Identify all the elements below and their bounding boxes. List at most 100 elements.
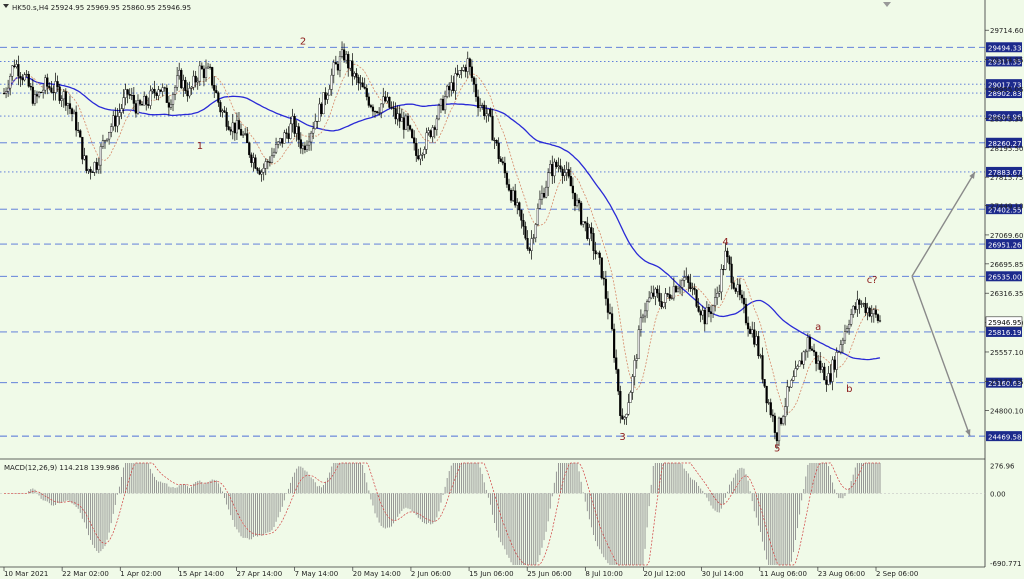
candle-body	[340, 49, 344, 57]
scroll-marker-icon[interactable]	[883, 2, 891, 7]
candle-body	[413, 137, 416, 144]
level-price-box	[986, 111, 1022, 122]
candle-body	[386, 96, 389, 102]
candle-body	[872, 309, 875, 314]
wave-label: 3	[619, 432, 625, 443]
candle-body	[621, 415, 624, 420]
candle-body	[641, 315, 645, 319]
candle-body	[136, 100, 140, 114]
candle-body	[128, 94, 131, 96]
candle-body	[351, 60, 354, 77]
dropdown-icon[interactable]	[3, 4, 9, 8]
time-tick-label: 1 Apr 02:00	[120, 570, 161, 578]
candle-body	[584, 221, 587, 224]
candle-body	[120, 108, 123, 113]
candle-body	[2, 93, 6, 95]
candle-body	[462, 67, 465, 71]
candle-body	[241, 134, 245, 136]
candle-body	[143, 96, 146, 106]
level-price-box	[986, 137, 1022, 148]
candle-body	[775, 432, 779, 442]
candle-body	[592, 233, 595, 251]
level-price-label: 25160.63	[988, 380, 1021, 388]
candle-body	[701, 310, 704, 316]
candle-body	[235, 120, 239, 134]
candle-body	[782, 416, 785, 424]
candle-body	[252, 157, 255, 163]
candle-body	[227, 126, 230, 130]
candle-body	[740, 294, 744, 299]
candle-body	[538, 198, 542, 209]
candle-body	[429, 130, 432, 138]
price-tick-label: 24800.10	[990, 408, 1023, 416]
candle-body	[736, 284, 739, 292]
time-tick-label: 22 Mar 02:00	[62, 570, 109, 578]
candle-body	[559, 165, 562, 170]
candle-body	[683, 277, 686, 281]
candle-body	[79, 130, 82, 138]
candle-body	[666, 293, 669, 295]
time-tick-label: 30 Jul 14:00	[702, 570, 744, 578]
candle-body	[223, 110, 226, 113]
candle-body	[571, 185, 574, 194]
candle-body	[145, 96, 148, 105]
candle-body	[573, 192, 577, 206]
candle-body	[466, 58, 469, 72]
candle-body	[615, 357, 618, 370]
candle-body	[291, 116, 294, 125]
candle-body	[262, 168, 265, 173]
candle-body	[365, 88, 368, 98]
candle-body	[91, 171, 94, 173]
candle-body	[481, 104, 484, 106]
candle-body	[439, 98, 443, 106]
candle-body	[845, 328, 849, 332]
candle-body	[790, 380, 793, 388]
time-tick-label: 23 Aug 06:00	[818, 570, 865, 578]
candle-body	[487, 108, 490, 115]
candles	[2, 41, 882, 450]
candle-body	[522, 220, 525, 227]
candle-body	[157, 89, 160, 96]
time-tick-label: 20 Jul 12:00	[643, 570, 685, 578]
candle-body	[479, 105, 482, 109]
candle-body	[518, 202, 521, 211]
level-price-label: 24469.58	[988, 433, 1021, 441]
candle-body	[866, 307, 869, 313]
candle-body	[411, 129, 414, 138]
level-price-box	[986, 56, 1022, 67]
candle-body	[454, 73, 457, 92]
candle-body	[268, 161, 271, 163]
candle-body	[21, 77, 24, 81]
candle-body	[732, 282, 735, 289]
candle-body	[530, 238, 533, 251]
candle-body	[643, 310, 647, 317]
arrow-up	[911, 171, 976, 277]
candle-body	[526, 238, 529, 249]
candle-body	[81, 136, 84, 160]
time-tick-label: 25 Jun 06:00	[527, 570, 571, 578]
candle-body	[668, 294, 671, 299]
candle-body	[130, 94, 133, 96]
candle-body	[287, 133, 290, 139]
candle-body	[297, 126, 300, 140]
candle-body	[101, 140, 105, 147]
candle-body	[159, 89, 162, 92]
time-axis: 10 Mar 2021 22 Mar 02:00 1 Apr 02:00 15 Apr…	[3, 567, 918, 578]
candle-body	[118, 112, 121, 117]
candle-body	[705, 307, 708, 325]
candle-body	[427, 130, 430, 134]
candle-body	[260, 171, 263, 175]
candle-body	[13, 65, 16, 68]
candle-body	[328, 89, 331, 96]
candle-body	[4, 91, 8, 94]
candle-body	[773, 415, 776, 433]
candle-body	[580, 202, 583, 225]
candle-body	[134, 103, 138, 114]
candle-body	[355, 73, 358, 78]
candle-body	[565, 169, 568, 173]
candle-body	[35, 94, 39, 97]
candle-body	[561, 168, 564, 176]
candle-body	[843, 331, 847, 341]
candle-body	[396, 113, 399, 120]
candle-body	[274, 144, 278, 153]
